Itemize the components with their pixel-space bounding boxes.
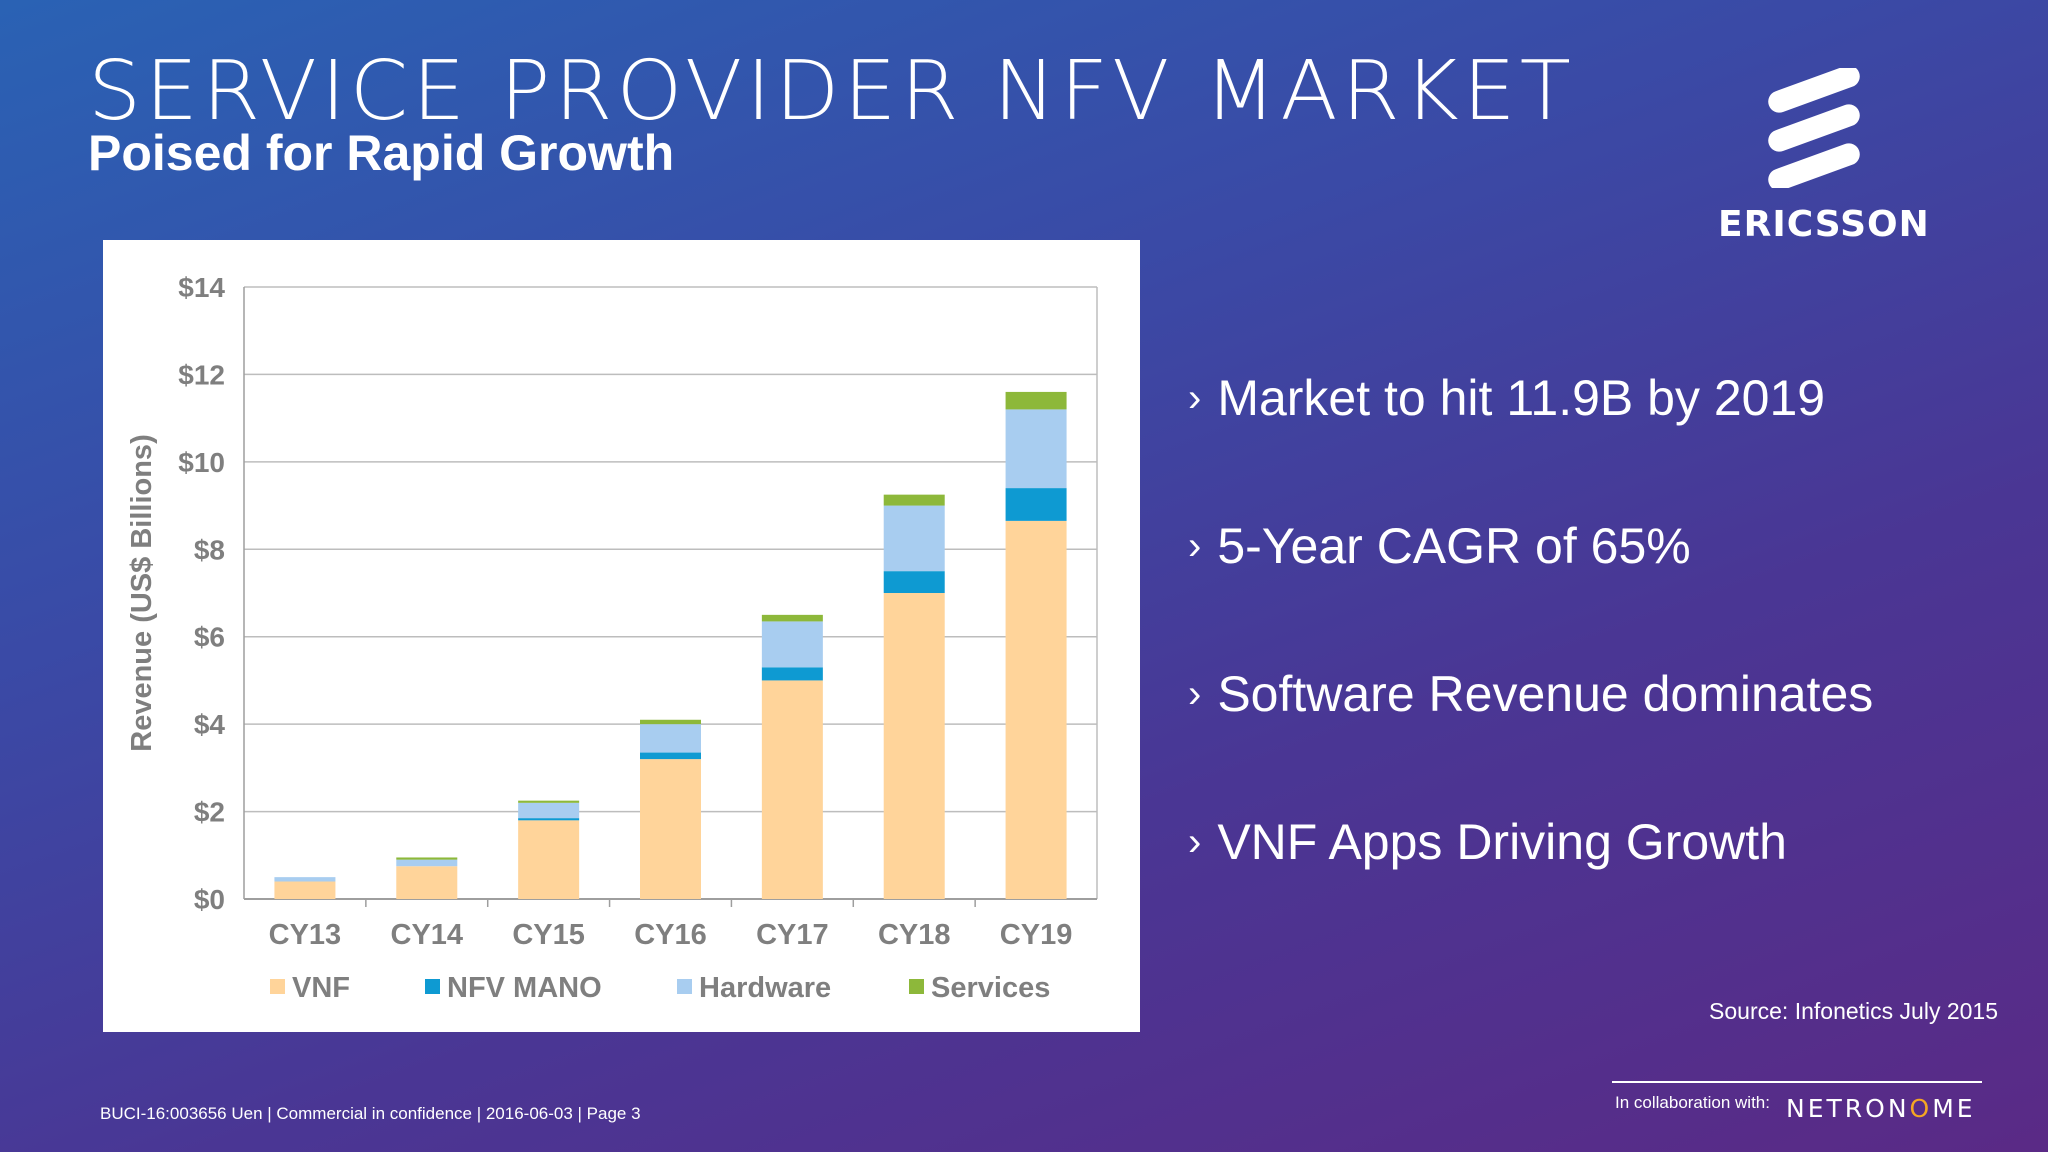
x-tick-label: CY18 <box>878 919 951 951</box>
bar-segment-hardware <box>761 621 823 668</box>
legend-swatch <box>909 979 924 994</box>
bar-segment-vnf <box>518 820 580 899</box>
bar-segment-vnf <box>761 680 823 899</box>
bar-segment-nfv-mano <box>883 571 945 593</box>
chevron-right-icon: › <box>1188 820 1202 864</box>
y-tick-label: $4 <box>194 709 226 740</box>
chevron-right-icon: › <box>1188 672 1202 716</box>
x-tick-label: CY16 <box>634 919 707 951</box>
y-tick-label: $12 <box>178 359 225 390</box>
y-tick-label: $2 <box>194 797 225 828</box>
y-tick-label: $6 <box>194 622 225 653</box>
bar-segment-vnf <box>883 593 945 899</box>
bullet-text: Market to hit 11.9B by 2019 <box>1217 370 1826 426</box>
bar-segment-hardware <box>396 859 458 867</box>
source-note: Source: Infonetics July 2015 <box>1709 998 1998 1024</box>
y-tick-label: $8 <box>194 534 225 565</box>
bar-segment-services <box>518 800 580 803</box>
partner-logo-text: NETRON <box>1786 1094 1910 1123</box>
chevron-right-icon: › <box>1188 524 1202 568</box>
revenue-chart: $0 $2 $4 $6 $8 $10 $12 $14 Revenue (US$ Billions… <box>126 272 1098 1004</box>
x-tick-label: CY19 <box>1000 919 1073 951</box>
bar-segment-vnf <box>396 866 458 899</box>
slide-subtitle: Poised for Rapid Growth <box>88 125 675 181</box>
bar-segment-hardware <box>518 802 580 819</box>
x-tick-label: CY15 <box>512 919 585 951</box>
bar-segment-nfv-mano <box>1005 488 1067 521</box>
legend-label: Hardware <box>699 972 831 1004</box>
chevron-right-icon: › <box>1188 376 1202 420</box>
bullet-text: 5-Year CAGR of 65% <box>1217 518 1691 574</box>
bar-segment-vnf <box>640 759 701 899</box>
ericsson-logo: ERICSSON <box>1718 68 1930 248</box>
legend-swatch <box>270 979 285 994</box>
bar-segment-hardware <box>883 505 945 572</box>
bullet-item: › VNF Apps Driving Growth <box>1188 804 2008 952</box>
divider <box>1612 1081 1982 1083</box>
bullet-item: › Software Revenue dominates <box>1188 656 2008 804</box>
bar-segment-vnf <box>274 881 336 899</box>
bar-segment-services <box>883 494 945 506</box>
ericsson-logo-icon <box>1768 68 1860 188</box>
bar-segment-services <box>640 719 701 725</box>
slide-title: SERVICE PROVIDER NFV MARKET <box>88 44 1575 139</box>
bullet-item: › 5-Year CAGR of 65% <box>1188 508 2008 656</box>
partner-logo-mark: O <box>1909 1094 1933 1123</box>
bar-segment-hardware <box>1005 409 1067 489</box>
partner-logo: NETRONOME <box>1786 1094 1976 1123</box>
y-tick-label: $10 <box>178 447 225 478</box>
bar-segment-hardware <box>640 724 701 753</box>
footer-text: BUCI-16:003656 Uen | Commercial in confi… <box>100 1104 641 1123</box>
legend-swatch <box>677 979 692 994</box>
bar-segment-nfv-mano <box>761 667 823 681</box>
chart-panel: $0 $2 $4 $6 $8 $10 $12 $14 Revenue (US$ Billions… <box>103 240 1140 1032</box>
bar-segment-nfv-mano <box>518 818 580 821</box>
collaboration-label: In collaboration with: <box>1615 1093 1770 1112</box>
x-tick-label: CY14 <box>391 919 464 951</box>
bullet-text: Software Revenue dominates <box>1217 666 1874 722</box>
y-axis-label: Revenue (US$ Billions) <box>126 434 158 751</box>
ericsson-logo-text: ERICSSON <box>1718 204 1930 245</box>
bullet-item: › Market to hit 11.9B by 2019 <box>1188 360 2008 508</box>
legend-label: Services <box>931 972 1050 1004</box>
y-tick-label: $0 <box>194 884 225 915</box>
bar-segment-nfv-mano <box>640 752 701 760</box>
bar-segment-hardware <box>274 877 336 882</box>
x-tick-label: CY17 <box>756 919 829 951</box>
x-tick-label: CY13 <box>269 919 342 951</box>
bar-segment-services <box>396 857 458 860</box>
legend-label: VNF <box>292 972 350 1004</box>
bullet-list: › Market to hit 11.9B by 2019 › 5-Year CAG… <box>1188 360 2008 952</box>
bullet-text: VNF Apps Driving Growth <box>1217 814 1787 870</box>
bar-segment-vnf <box>1005 520 1067 899</box>
legend-label: NFV MANO <box>447 972 602 1004</box>
y-tick-label: $14 <box>178 272 225 303</box>
partner-logo-text-end: ME <box>1932 1094 1976 1123</box>
bar-segment-services <box>761 614 823 622</box>
bar-segment-services <box>1005 391 1067 410</box>
legend-swatch <box>425 979 440 994</box>
